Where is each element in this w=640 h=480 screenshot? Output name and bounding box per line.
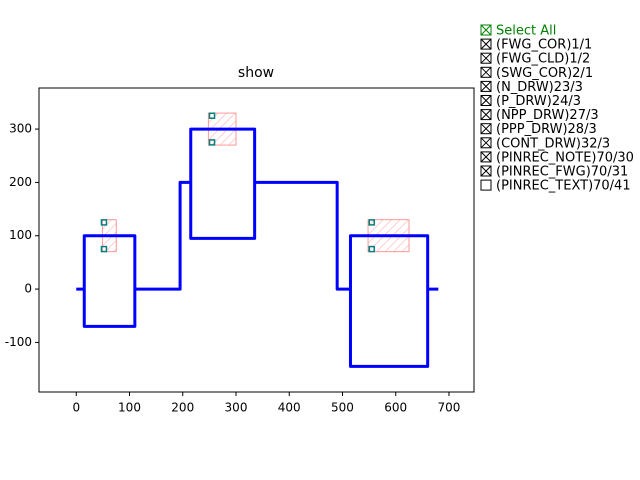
checkbox-label: (NPP_DRW)27/3 (496, 108, 599, 123)
layer-checkbox[interactable]: (CONT_DRW)32/3 (480, 136, 610, 151)
checkbox-label: (CONT_DRW)32/3 (496, 136, 610, 151)
waveguide (76, 127, 439, 368)
checkbox (480, 123, 492, 135)
checkbox (480, 151, 492, 163)
checkbox (480, 179, 492, 191)
port (208, 112, 216, 119)
checkbox-check (480, 95, 492, 106)
checkbox-label: (PPP_DRW)28/3 (496, 122, 597, 137)
layer-checkbox[interactable]: (PINREC_FWG)70/31 (480, 165, 628, 180)
x-tick-label: 400 (278, 401, 301, 415)
checkbox-label: (P_DRW)24/3 (496, 94, 581, 109)
checkbox-check (480, 137, 492, 149)
checkbox (480, 66, 492, 78)
checkbox-check (480, 38, 492, 50)
x-tick-label: 700 (438, 401, 461, 415)
checkbox-label: (FWG_COR)1/1 (496, 38, 592, 53)
layer-checkbox[interactable]: (PPP_DRW)28/3 (480, 122, 597, 137)
checkbox (480, 24, 492, 36)
checkbox (480, 95, 492, 106)
checkbox-label: (PINREC_NOTE)70/30 (496, 150, 634, 165)
x-tick-label: 600 (384, 401, 407, 415)
port (208, 139, 216, 146)
chart-title: show (238, 65, 274, 81)
layer-checkbox[interactable]: (PINREC_NOTE)70/30 (480, 150, 634, 165)
checkbox-check (480, 81, 492, 92)
checkbox (480, 137, 492, 149)
layer-checkbox[interactable]: (P_DRW)24/3 (480, 94, 581, 109)
port (100, 219, 108, 226)
y-tick-label: 200 (9, 175, 32, 189)
checkbox-check (480, 165, 492, 177)
port (368, 219, 376, 226)
y-tick-label: 300 (9, 122, 32, 136)
y-tick-label: -100 (5, 335, 32, 349)
checkbox-check (480, 123, 492, 135)
x-tick-label: 100 (118, 401, 141, 415)
layer-checkbox[interactable]: (N_DRW)23/3 (480, 80, 583, 95)
x-tick-label: 500 (331, 401, 354, 415)
checkbox (480, 109, 492, 121)
checkbox-check (480, 52, 492, 64)
checkbox-label: (FWG_CLD)1/2 (496, 52, 590, 67)
checkbox-check (480, 151, 492, 163)
x-tick-label: 300 (225, 401, 248, 415)
checkbox-label: (PINREC_TEXT)70/41 (496, 179, 631, 194)
checkbox-label: (PINREC_FWG)70/31 (496, 165, 628, 180)
x-tick-label: 200 (171, 401, 194, 415)
layer-checkbox[interactable]: (SWG_COR)2/1 (480, 66, 593, 81)
checkbox (480, 80, 492, 92)
checkbox-label: Select All (496, 24, 556, 39)
y-tick-label: 0 (24, 282, 32, 296)
layer-checkbox[interactable]: (PINREC_TEXT)70/41 (480, 179, 631, 194)
checkbox (480, 52, 492, 64)
y-tick-label: 100 (9, 228, 32, 242)
checkbox (480, 38, 492, 50)
checkbox (480, 165, 492, 177)
checkbox-label: (SWG_COR)2/1 (496, 66, 593, 81)
checkbox-check (480, 24, 492, 36)
layer-checkbox[interactable]: (NPP_DRW)27/3 (480, 108, 599, 123)
layer-checkbox[interactable]: (FWG_COR)1/1 (480, 38, 592, 53)
port (368, 245, 376, 253)
checkbox-check (480, 66, 492, 78)
port (100, 245, 108, 253)
axes-frame (38, 87, 475, 393)
x-tick-label: 0 (72, 401, 80, 415)
checkbox-check (480, 109, 492, 120)
layer-checkbox[interactable]: (FWG_CLD)1/2 (480, 52, 590, 67)
checkbox-label: (N_DRW)23/3 (496, 80, 583, 95)
layer-checkbox[interactable]: Select All (480, 24, 556, 39)
